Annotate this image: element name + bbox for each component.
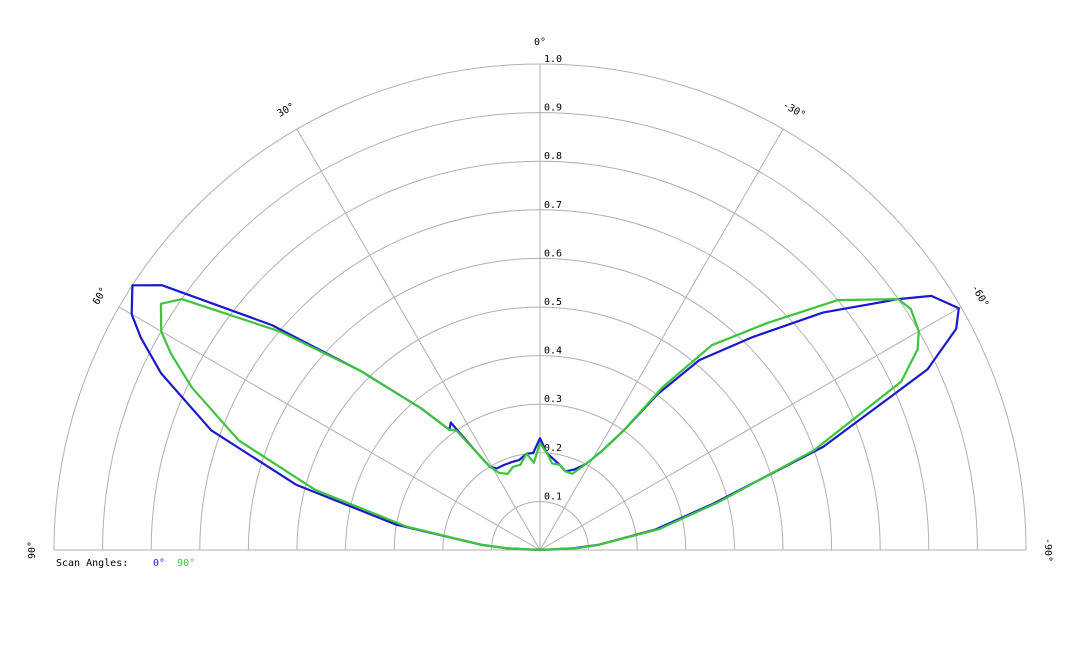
series-line xyxy=(130,284,960,552)
r-tick-label: 0.6 xyxy=(544,248,562,259)
grid-spoke xyxy=(539,128,784,551)
r-tick-label: 0.1 xyxy=(544,491,562,502)
angle-label: -90° xyxy=(1042,538,1053,562)
angle-label: -30° xyxy=(781,100,807,122)
grid-spoke xyxy=(118,306,541,551)
legend-entry: 0° xyxy=(153,558,165,569)
angle-label: 90° xyxy=(27,541,38,559)
r-tick-label: 0.7 xyxy=(544,200,562,211)
r-tick-label: 0.4 xyxy=(544,346,562,357)
r-tick-label: 0.9 xyxy=(544,103,562,114)
angle-label: 60° xyxy=(91,286,110,307)
legend-entry: 90° xyxy=(177,558,195,569)
legend-title: Scan Angles: xyxy=(56,558,128,569)
r-tick-label: 0.5 xyxy=(544,297,562,308)
r-tick-label: 1.0 xyxy=(544,54,562,65)
grid-spoke xyxy=(296,128,541,551)
r-tick-label: 0.8 xyxy=(544,151,562,162)
r-tick-label: 0.2 xyxy=(544,443,562,454)
angle-label: 30° xyxy=(276,101,297,120)
grid-spoke xyxy=(539,306,962,551)
angle-label: -60° xyxy=(969,283,991,309)
r-tick-label: 0.3 xyxy=(544,394,562,405)
angle-label: 0° xyxy=(534,37,546,48)
series-line xyxy=(159,298,920,552)
